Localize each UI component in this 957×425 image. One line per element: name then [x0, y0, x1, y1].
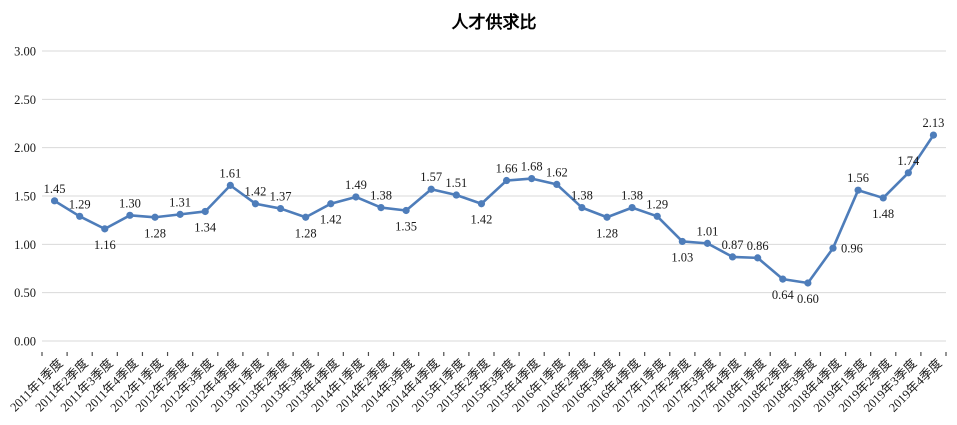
data-point-label: 1.38	[621, 189, 643, 203]
data-point-label: 1.38	[571, 189, 593, 203]
data-point-label: 1.49	[345, 178, 367, 192]
data-point-marker	[477, 200, 486, 208]
data-point-label: 1.68	[521, 160, 543, 174]
y-axis-tick-label: 3.00	[14, 45, 36, 59]
data-point-marker	[176, 210, 184, 218]
data-point-label: 1.35	[395, 220, 417, 234]
gridlines-group	[42, 50, 946, 342]
data-point-marker	[452, 191, 460, 199]
data-point-label: 1.42	[471, 213, 493, 227]
data-point-label: 1.42	[245, 185, 267, 199]
data-point-marker	[754, 254, 762, 262]
data-point-label: 1.61	[219, 166, 241, 180]
y-axis-tick-label: 2.00	[14, 141, 36, 155]
y-axis-tick-label: 0.00	[14, 335, 36, 349]
data-point-label: 0.86	[747, 239, 769, 253]
data-point-marker	[553, 180, 561, 188]
y-axis-tick-label: 1.50	[14, 190, 36, 204]
data-point-label: 0.96	[841, 242, 863, 256]
data-point-marker	[578, 204, 586, 212]
data-point-label: 1.45	[44, 182, 66, 196]
chart-title: 人才供求比	[452, 12, 537, 32]
data-point-label: 1.66	[496, 162, 518, 176]
data-point-label: 1.48	[872, 207, 894, 221]
data-point-marker	[101, 225, 109, 233]
data-point-marker	[804, 279, 812, 287]
data-point-label: 1.34	[194, 220, 217, 234]
data-point-label: 0.64	[772, 288, 795, 302]
data-point-label: 1.16	[94, 238, 116, 252]
data-point-label: 1.30	[119, 196, 141, 210]
data-point-label: 1.28	[596, 226, 618, 240]
data-labels-group: 1.451.291.161.301.281.311.341.611.42 1.37…	[44, 116, 945, 306]
data-point-marker	[402, 206, 410, 215]
data-point-label: 1.29	[69, 197, 91, 211]
data-point-marker	[854, 186, 862, 194]
data-point-marker	[678, 237, 686, 246]
data-point-marker	[603, 213, 611, 221]
data-point-label: 1.31	[169, 195, 191, 209]
data-point-label: 1.62	[546, 165, 568, 179]
data-point-label: 1.51	[445, 176, 467, 190]
data-point-marker	[653, 212, 661, 220]
series-line	[53, 133, 935, 285]
data-series-group	[50, 131, 938, 287]
data-point-marker	[879, 194, 887, 202]
y-axis-tick-label: 1.00	[14, 238, 36, 252]
data-point-label: 1.56	[847, 171, 869, 185]
data-point-label: 1.28	[295, 226, 317, 240]
data-point-label: 0.87	[722, 238, 744, 252]
data-point-label: 1.29	[646, 197, 668, 211]
data-point-marker	[352, 193, 360, 201]
data-point-label: 1.38	[370, 189, 392, 203]
x-axis-tick-marks-group	[41, 352, 947, 356]
data-point-label: 1.74	[897, 154, 920, 168]
x-axis-labels-group: 2011年1季度2011年2季度2011年3季度2011年4季度2012年1季度…	[7, 355, 945, 415]
data-point-label: 1.03	[671, 250, 693, 264]
data-point-marker	[201, 207, 209, 216]
data-point-label: 1.42	[320, 213, 342, 227]
data-point-marker	[302, 213, 310, 221]
data-point-marker	[703, 239, 712, 247]
data-point-marker	[904, 169, 912, 177]
data-point-label: 2.13	[923, 116, 945, 130]
data-point-marker	[251, 200, 260, 208]
data-point-marker	[427, 185, 435, 193]
y-axis-labels-group: 0.00 0.50 1.00 1.50 2.00 2.50 3.00	[14, 45, 36, 349]
data-point-label: 1.01	[697, 224, 719, 238]
data-point-marker	[377, 204, 385, 212]
data-point-marker	[829, 244, 837, 252]
data-point-marker	[151, 213, 159, 221]
data-point-marker	[50, 197, 59, 205]
data-point-marker	[126, 211, 134, 219]
data-point-marker	[276, 204, 285, 213]
data-point-marker	[528, 175, 536, 183]
y-axis-tick-label: 0.50	[14, 286, 36, 300]
data-point-marker	[628, 204, 636, 212]
data-point-marker	[929, 131, 938, 139]
data-point-marker	[502, 176, 511, 185]
data-point-label: 1.37	[270, 190, 292, 204]
data-point-marker	[327, 200, 335, 208]
data-point-marker	[728, 253, 737, 261]
data-point-marker	[76, 212, 84, 220]
data-point-label: 1.57	[420, 170, 442, 184]
data-point-marker	[226, 181, 234, 189]
data-point-marker	[779, 275, 787, 283]
data-point-label: 1.28	[144, 226, 166, 240]
data-point-label: 0.60	[797, 292, 819, 306]
y-axis-tick-label: 2.50	[14, 93, 36, 107]
